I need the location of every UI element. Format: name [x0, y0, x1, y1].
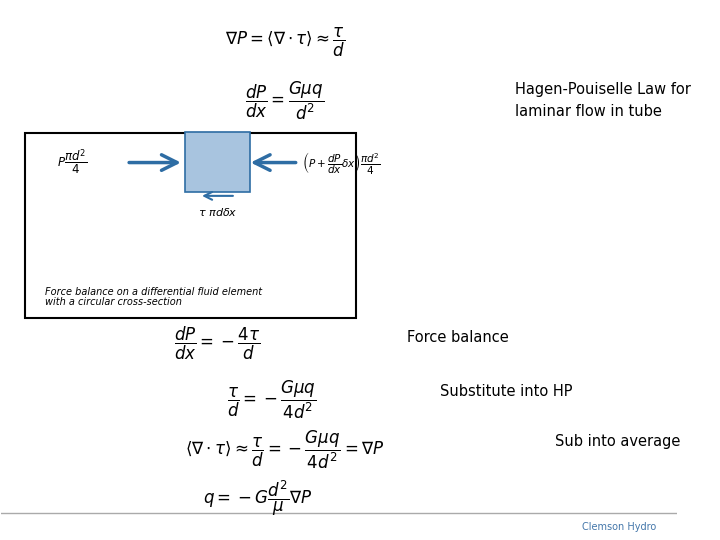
Text: Force balance: Force balance — [407, 330, 508, 345]
Text: $\dfrac{dP}{dx} = -\dfrac{4\tau}{d}$: $\dfrac{dP}{dx} = -\dfrac{4\tau}{d}$ — [174, 325, 261, 362]
FancyBboxPatch shape — [185, 132, 250, 192]
Text: $\dfrac{dP}{dx} = \dfrac{G\mu q}{d^2}$: $\dfrac{dP}{dx} = \dfrac{G\mu q}{d^2}$ — [246, 79, 325, 122]
Text: $\nabla P = \langle \nabla \cdot \tau \rangle \approx \dfrac{\tau}{d}$: $\nabla P = \langle \nabla \cdot \tau \r… — [225, 25, 346, 59]
Text: $\tau\ \pi d \delta x$: $\tau\ \pi d \delta x$ — [198, 206, 238, 218]
Text: $\left(P+\dfrac{dP}{dx}\delta x\right)\dfrac{\pi d^2}{4}$: $\left(P+\dfrac{dP}{dx}\delta x\right)\d… — [302, 150, 381, 176]
Text: $q = -G\dfrac{d^2}{\mu}\nabla P$: $q = -G\dfrac{d^2}{\mu}\nabla P$ — [203, 478, 312, 518]
Text: $\dfrac{\tau}{d} = -\dfrac{G\mu q}{4d^2}$: $\dfrac{\tau}{d} = -\dfrac{G\mu q}{4d^2}… — [227, 379, 316, 421]
Text: with a circular cross-section: with a circular cross-section — [45, 297, 182, 307]
Text: $P\dfrac{\pi d^2}{4}$: $P\dfrac{\pi d^2}{4}$ — [57, 148, 87, 177]
Text: Force balance on a differential fluid element: Force balance on a differential fluid el… — [45, 287, 262, 297]
Text: Hagen-Pouiselle Law for
laminar flow in tube: Hagen-Pouiselle Law for laminar flow in … — [515, 82, 690, 119]
Text: $\langle \nabla \cdot \tau \rangle \approx \dfrac{\tau}{d} = -\dfrac{G\mu q}{4d^: $\langle \nabla \cdot \tau \rangle \appr… — [185, 428, 384, 471]
Text: Sub into average: Sub into average — [555, 434, 680, 449]
Text: Clemson Hydro: Clemson Hydro — [582, 523, 657, 532]
FancyBboxPatch shape — [25, 133, 356, 319]
Text: Substitute into HP: Substitute into HP — [441, 384, 573, 399]
